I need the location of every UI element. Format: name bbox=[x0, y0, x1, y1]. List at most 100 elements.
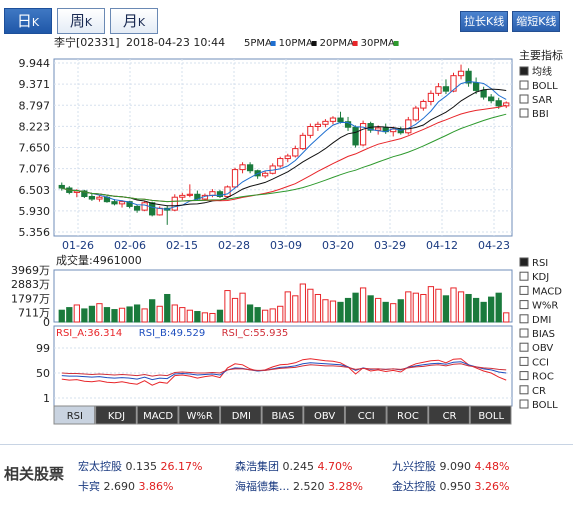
volume-bar bbox=[503, 312, 510, 323]
candle-body bbox=[179, 194, 186, 198]
kline-chart[interactable]: 李宁[02331] 2018-04-23 10:44 5PMA 10PMA 20PMA 3… bbox=[0, 34, 573, 444]
sub-indicator-label: BOLL bbox=[532, 400, 558, 411]
volume-bar bbox=[314, 293, 322, 323]
related-stock-name[interactable]: 九兴控股 bbox=[392, 460, 436, 473]
sub-indicator-radio[interactable] bbox=[519, 342, 529, 352]
volume-bar bbox=[465, 293, 472, 323]
related-stock-item[interactable]: 森浩集团 0.245 4.70% bbox=[235, 458, 352, 474]
main-indicator-label: BOLL bbox=[532, 81, 558, 92]
candle-body bbox=[292, 148, 299, 157]
sub-indicator-radio[interactable] bbox=[519, 271, 529, 281]
period-tab-label: 日 bbox=[16, 12, 32, 30]
sub-indicator-radio[interactable] bbox=[519, 328, 529, 338]
indicator-tab-dmi[interactable] bbox=[220, 405, 262, 425]
indicator-tab-label: DMI bbox=[232, 411, 251, 422]
sub-indicator-radio[interactable] bbox=[519, 285, 529, 295]
indicator-tab-label: MACD bbox=[143, 411, 173, 422]
volume-bar bbox=[412, 292, 419, 323]
related-stock-name[interactable]: 海福德集... bbox=[235, 480, 290, 493]
related-stock-name[interactable]: 金达控股 bbox=[392, 480, 436, 493]
period-tab-2[interactable]: 月K bbox=[110, 8, 158, 34]
volume-bar bbox=[450, 287, 457, 323]
price-tick-label: 7.650 bbox=[19, 142, 51, 155]
candle-body bbox=[231, 169, 239, 188]
main-indicator-radio[interactable] bbox=[519, 80, 529, 90]
candle-body bbox=[224, 186, 231, 197]
sub-indicator-radio[interactable] bbox=[519, 356, 529, 366]
candle-body bbox=[503, 102, 510, 107]
indicator-tab-obv[interactable] bbox=[303, 405, 345, 425]
volume-bar bbox=[201, 312, 209, 323]
related-stock-name[interactable]: 森浩集团 bbox=[235, 460, 279, 473]
period-tab-0[interactable]: 日K bbox=[4, 8, 52, 34]
sub-indicator-radio[interactable] bbox=[519, 257, 529, 267]
indicator-tab-macd[interactable] bbox=[136, 405, 179, 425]
main-indicator-radio[interactable] bbox=[519, 108, 529, 118]
related-stock-price: 9.090 bbox=[436, 460, 475, 473]
zoom-out-button[interactable]: 缩短K线 bbox=[512, 11, 561, 32]
sub-indicator-label: OBV bbox=[532, 343, 553, 354]
price-tick-label: 7.076 bbox=[19, 163, 51, 176]
sub-indicator-radio[interactable] bbox=[519, 371, 529, 381]
indicator-tab-label: OBV bbox=[314, 411, 335, 422]
volume-bar bbox=[292, 295, 299, 323]
indicator-tab-bias[interactable] bbox=[261, 405, 304, 425]
related-stock-price: 0.245 bbox=[279, 460, 318, 473]
related-stock-price: 2.690 bbox=[100, 480, 139, 493]
ma-legend-swatch bbox=[352, 41, 358, 46]
indicator-tab-rsi[interactable] bbox=[53, 405, 96, 425]
related-stock-name[interactable]: 宏太控股 bbox=[78, 460, 122, 473]
related-stock-item[interactable]: 金达控股 0.950 3.26% bbox=[392, 478, 509, 494]
sub-indicator-label: W%R bbox=[532, 301, 558, 312]
rsi-b-line bbox=[61, 361, 507, 381]
volume-bar bbox=[367, 295, 374, 323]
candle-body bbox=[322, 120, 329, 125]
related-stock-item[interactable]: 卡宾 2.690 3.86% bbox=[78, 478, 173, 494]
period-tab-1[interactable]: 周K bbox=[57, 8, 105, 34]
indicator-tab-label: BIAS bbox=[272, 411, 295, 422]
sub-indicator-radio[interactable] bbox=[519, 399, 529, 409]
volume-bar bbox=[420, 293, 427, 323]
sub-indicator-radio[interactable] bbox=[519, 385, 529, 395]
volume-bar bbox=[118, 307, 126, 323]
date-tick-label: 03-29 bbox=[374, 239, 406, 252]
rsi-tick-label: 1 bbox=[43, 392, 50, 405]
volume-bar bbox=[472, 297, 480, 323]
sub-indicator-radio[interactable] bbox=[519, 314, 529, 324]
main-indicator-label: 均线 bbox=[532, 65, 552, 78]
volume-bar bbox=[133, 304, 141, 323]
related-stock-name[interactable]: 卡宾 bbox=[78, 480, 100, 493]
zoom-in-button[interactable]: 拉长K线 bbox=[460, 11, 509, 32]
candle-body bbox=[141, 202, 148, 211]
period-tabs: 日K 周K 月K bbox=[4, 8, 158, 34]
ma-legend-label: 5PMA bbox=[244, 38, 272, 49]
volume-bar bbox=[156, 305, 163, 323]
candle-body bbox=[442, 86, 450, 92]
period-tab-label: 月 bbox=[122, 12, 138, 30]
indicator-tab-cr[interactable] bbox=[428, 405, 470, 425]
volume-bar bbox=[88, 305, 96, 323]
candle-body bbox=[472, 82, 480, 91]
related-stock-item[interactable]: 海福德集... 2.520 3.28% bbox=[235, 478, 363, 494]
price-tick-label: 8.223 bbox=[19, 120, 51, 133]
rsi-tick-label: 99 bbox=[36, 342, 50, 355]
indicator-tab-w%r[interactable] bbox=[178, 405, 221, 425]
indicator-tab-roc[interactable] bbox=[386, 405, 429, 425]
date-tick-label: 02-06 bbox=[114, 239, 146, 252]
candle-body bbox=[375, 127, 382, 131]
candle-body bbox=[480, 89, 487, 98]
indicator-tab-boll[interactable] bbox=[469, 405, 512, 425]
related-stock-price: 0.135 bbox=[122, 460, 161, 473]
main-indicator-radio[interactable] bbox=[519, 66, 529, 76]
related-stock-change: 4.70% bbox=[317, 460, 353, 473]
indicator-tab-kdj[interactable] bbox=[95, 405, 137, 425]
volume-bar bbox=[352, 292, 359, 323]
related-stock-item[interactable]: 宏太控股 0.135 26.17% bbox=[78, 458, 202, 474]
candle-body bbox=[465, 70, 472, 84]
volume-bar bbox=[307, 288, 314, 323]
related-stock-item[interactable]: 九兴控股 9.090 4.48% bbox=[392, 458, 509, 474]
main-indicator-radio[interactable] bbox=[519, 94, 529, 104]
sub-indicator-radio[interactable] bbox=[519, 300, 529, 310]
indicator-tab-cci[interactable] bbox=[344, 405, 387, 425]
candle-body bbox=[58, 184, 65, 189]
